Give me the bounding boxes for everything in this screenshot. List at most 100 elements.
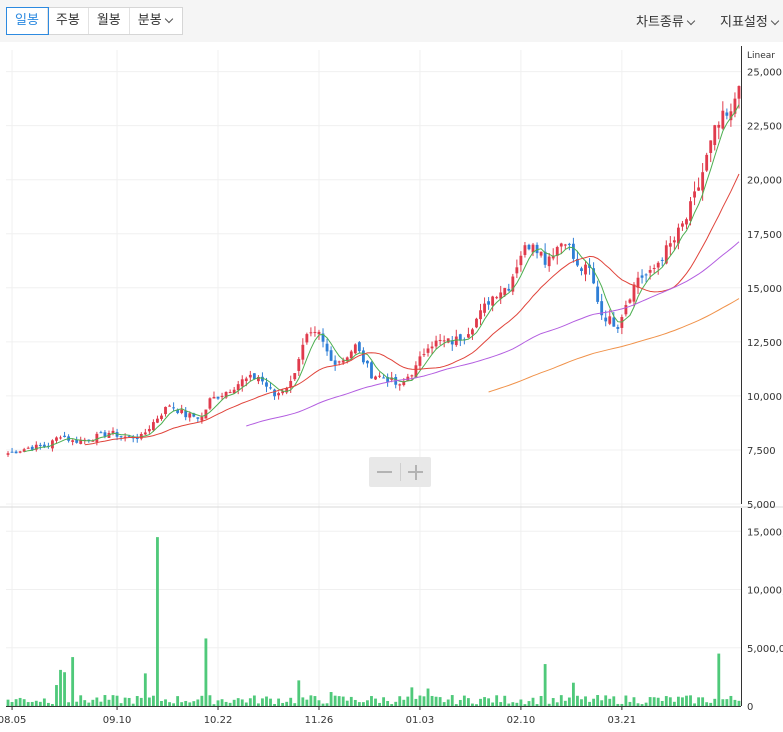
candle-body [652, 268, 656, 270]
candle-body [42, 444, 46, 447]
volume-bar [422, 696, 426, 706]
candle-body [697, 187, 701, 191]
ma-line-ma60 [246, 241, 740, 427]
candle-body [567, 243, 571, 245]
candle-body [576, 258, 579, 266]
tab-monthly[interactable]: 월봉 [89, 8, 130, 34]
candle-body [370, 362, 373, 379]
volume-bar [584, 696, 587, 706]
volume-bar [127, 697, 131, 706]
candle-body [418, 356, 422, 366]
candle-body [709, 140, 713, 153]
candle-body [168, 405, 171, 407]
volume-bar [99, 701, 103, 706]
volume-bar [660, 700, 664, 706]
volume-bar [147, 697, 151, 706]
volume-bar [248, 698, 252, 706]
volume-bar [644, 702, 648, 706]
tab-daily[interactable]: 일봉 [6, 7, 49, 35]
candle-body [224, 391, 228, 398]
volume-bar [75, 701, 79, 706]
candle-body [426, 348, 430, 353]
zoom-out-button[interactable] [369, 457, 400, 487]
candle-body [281, 391, 285, 394]
candle-body [6, 453, 10, 455]
tab-weekly[interactable]: 주봉 [48, 8, 89, 34]
volume-bar [519, 699, 523, 706]
candle-body [434, 340, 438, 347]
stock-chart[interactable]: 5,000 7,500 10,000 12,500 15,000 17,500 20,000… [0, 42, 783, 732]
volume-bar [551, 698, 555, 706]
candle-body [733, 98, 737, 114]
candle-body [321, 333, 325, 342]
volume-bar [717, 653, 721, 706]
volume-bar [398, 696, 402, 706]
candle-body [717, 124, 721, 128]
volume-bar [483, 697, 486, 706]
volume-bar [285, 701, 289, 706]
volume-bar [664, 696, 668, 706]
candle-body [624, 305, 628, 315]
volume-bar [442, 702, 446, 706]
volume-bar [345, 700, 349, 706]
volume-bar [151, 695, 155, 706]
candle-body [55, 437, 58, 441]
volume-bar [709, 702, 713, 706]
indicator-dropdown[interactable]: 지표설정 [720, 11, 780, 30]
candle-body [479, 310, 482, 320]
x-tick-label: 03.21 [608, 715, 637, 726]
volume-bar [418, 695, 422, 706]
candle-body [656, 262, 660, 268]
volume-bar [531, 697, 535, 706]
candle-body [22, 449, 26, 452]
candle-body [466, 334, 470, 338]
tab-minute[interactable]: 분봉 [130, 8, 182, 34]
volume-bar [616, 703, 620, 706]
candle-body [721, 110, 725, 129]
volume-bar [6, 699, 10, 706]
volume-bar [123, 697, 127, 706]
volume-bar [499, 702, 503, 706]
ma-line-ma120 [488, 298, 740, 393]
price-tick-label: 25,000 [747, 68, 782, 79]
candle-body [523, 245, 527, 255]
volume-bar [366, 700, 369, 706]
volume-bar [705, 702, 709, 706]
candle-body [475, 318, 478, 328]
volume-bar [325, 703, 329, 706]
candle-body [547, 256, 551, 267]
volume-bar [640, 704, 644, 706]
volume-bar [252, 695, 256, 706]
chart-type-dropdown[interactable]: 차트종류 [636, 11, 696, 30]
volume-bar [220, 699, 224, 706]
volume-bar [333, 695, 337, 706]
volume-bar [434, 696, 438, 706]
volume-bar [523, 704, 527, 706]
zoom-in-button[interactable] [400, 457, 431, 487]
candle-body [208, 398, 212, 409]
x-tick-label: 02.10 [507, 715, 536, 726]
volume-bar [277, 698, 281, 706]
volume-bar [438, 697, 442, 706]
candle-body [353, 344, 357, 354]
candle-body [196, 417, 200, 419]
volume-bar [261, 698, 264, 706]
candle-body [725, 112, 729, 116]
candle-body [277, 393, 281, 396]
price-tick-label: 10,000 [747, 392, 782, 403]
volume-bar [34, 700, 38, 706]
volume-bar [624, 695, 628, 706]
volume-bar [378, 702, 381, 706]
volume-bar [46, 702, 50, 706]
candle-body [600, 301, 604, 316]
volume-bar [107, 699, 111, 706]
candle-body [410, 375, 414, 377]
candle-body [313, 331, 317, 333]
volume-bar [321, 703, 325, 706]
volume-bar [567, 697, 571, 706]
volume-bar [426, 688, 430, 706]
candle-body [212, 396, 216, 399]
candle-body [640, 275, 644, 278]
volume-bar [289, 697, 293, 706]
candle-body [608, 316, 612, 324]
